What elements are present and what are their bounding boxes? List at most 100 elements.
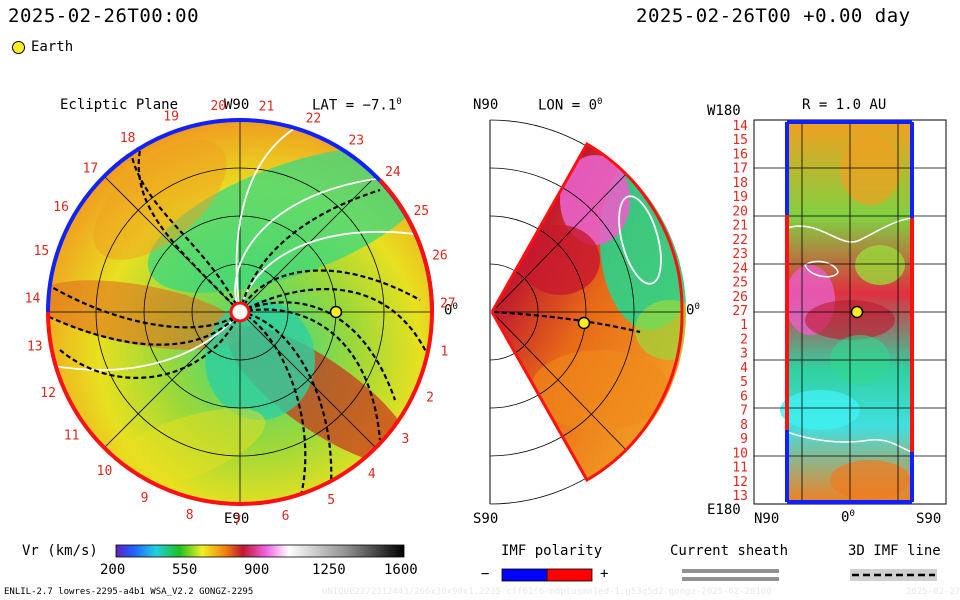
current-sheath-swatch (682, 569, 779, 581)
colorbar-tick-1250: 1250 (312, 562, 346, 578)
earth-legend-icon (12, 41, 25, 54)
imf-polarity-minus: − (481, 566, 490, 582)
ecliptic-right-label: 00 (444, 302, 458, 319)
ecliptic-disk (46, 118, 435, 506)
sphere-row-tick-label: 14 (732, 119, 748, 134)
carrington-tick-label: 2 (426, 391, 434, 406)
carrington-tick-label: 3 (401, 432, 409, 447)
meridional-right-label: 00 (686, 302, 700, 319)
colorbar-tick-550: 550 (172, 562, 198, 578)
ecliptic-top-label: W90 (224, 97, 250, 113)
sphere-row-tick-label: 12 (732, 475, 748, 490)
sphere-row-tick-label: 27 (732, 304, 748, 319)
meridional-right-value: 0 (686, 302, 695, 319)
imf-line-swatch (850, 569, 937, 581)
sphere-row-tick-label: 20 (732, 204, 748, 219)
imf-polarity-bar (501, 568, 593, 582)
carrington-tick-label: 16 (53, 200, 69, 215)
carrington-tick-label: 11 (64, 428, 80, 443)
velocity-colorbar (115, 544, 405, 558)
meridional-title: LON = 00 (538, 97, 602, 114)
sphere-row-tick-label: 18 (732, 176, 748, 191)
sphere-x-left-label: N90 (754, 511, 780, 527)
sun-icon (229, 301, 251, 323)
sphere-row-tick-label: 22 (732, 233, 748, 248)
sphere-row-tick-label: 1 (740, 318, 748, 333)
colorbar-tick-200: 200 (100, 562, 126, 578)
sphere-row-tick-label: 24 (732, 261, 748, 276)
carrington-tick-label: 14 (25, 292, 41, 307)
carrington-tick-label: 24 (385, 165, 401, 180)
current-sheath-label: Current sheath (670, 543, 789, 559)
sphere-row-tick-label: 8 (740, 418, 748, 433)
footer-run-id: UNIQUE2272312443/266x30x90x1.2235-cff61f… (322, 587, 772, 597)
sphere-row-tick-label: 7 (740, 404, 748, 419)
carrington-tick-label: 5 (327, 493, 335, 508)
earth-legend-label: Earth (31, 39, 74, 55)
footer-model-info: ENLIL-2.7 lowres-2295-a4b1 WSA_V2.2 GONG… (4, 587, 254, 597)
sphere-row-tick-label: 21 (732, 219, 748, 234)
latitude-value: LAT = −7.1 (312, 97, 397, 114)
carrington-tick-label: 20 (210, 99, 226, 114)
sphere-row-tick-labels: 1415161718192021222324252627123456789101… (732, 119, 748, 504)
meridional-title-value: LON = 0 (538, 97, 598, 114)
carrington-tick-label: 26 (432, 249, 448, 264)
ecliptic-latitude-label: LAT = −7.10 (312, 97, 402, 114)
sphere-row-tick-label: 6 (740, 389, 748, 404)
carrington-tick-label: 4 (368, 467, 376, 482)
sphere-row-tick-label: 26 (732, 290, 748, 305)
meridional-plot (489, 119, 687, 505)
meridional-top-label: N90 (473, 97, 499, 113)
meridional-title-sup: 0 (597, 97, 603, 107)
ecliptic-right-value: 0 (444, 302, 453, 319)
carrington-tick-label: 12 (40, 386, 56, 401)
sphere-row-tick-label: 11 (732, 461, 748, 476)
earth-icon-meridional (577, 316, 591, 330)
carrington-tick-label: 13 (27, 340, 43, 355)
carrington-tick-label: 7 (234, 514, 242, 529)
sphere-row-tick-label: 10 (732, 446, 748, 461)
sphere-row-tick-label: 3 (740, 347, 748, 362)
sphere-title: R = 1.0 AU (802, 97, 887, 113)
ecliptic-title: Ecliptic Plane (60, 97, 179, 113)
carrington-tick-label: 9 (141, 491, 149, 506)
carrington-tick-label: 6 (282, 509, 290, 524)
sphere-row-tick-label: 13 (732, 489, 748, 504)
carrington-tick-label: 23 (348, 134, 364, 149)
imf-polarity-plus: + (600, 566, 609, 582)
latitude-sup: 0 (396, 97, 402, 107)
sphere-row-tick-label: 19 (732, 190, 748, 205)
sphere-row-tick-label: 17 (732, 162, 748, 177)
sphere-row-tick-label: 9 (740, 432, 748, 447)
sphere-x-mid-sup: 0 (849, 509, 855, 519)
sphere-row-tick-label: 5 (740, 375, 748, 390)
meridional-right-sup: 0 (694, 302, 700, 312)
sphere-x-mid-label: 00 (841, 509, 855, 526)
sphere-row-tick-label: 4 (740, 361, 748, 376)
carrington-tick-label: 19 (163, 110, 179, 125)
sphere-row-tick-label: 16 (732, 148, 748, 163)
carrington-tick-label: 25 (413, 204, 429, 219)
sphere-x-right-label: S90 (916, 511, 942, 527)
carrington-tick-label: 27 (440, 296, 456, 311)
colorbar-label: Vr (km/s) (22, 543, 98, 559)
timestamp-right: 2025-02-26T00 +0.00 day (636, 5, 911, 27)
carrington-tick-label: 8 (186, 508, 194, 523)
ecliptic-right-sup: 0 (452, 302, 458, 312)
colorbar-tick-1600: 1600 (384, 562, 418, 578)
carrington-tick-label: 15 (34, 244, 50, 259)
earth-icon-sphere (850, 305, 864, 319)
sphere-row-tick-label: 23 (732, 247, 748, 262)
meridional-bottom-label: S90 (473, 511, 499, 527)
sphere-row-tick-label: 2 (740, 333, 748, 348)
sphere-top-left-label: W180 (707, 103, 741, 119)
ecliptic-imf-lines (48, 120, 432, 501)
colorbar-tick-900: 900 (244, 562, 270, 578)
carrington-tick-label: 10 (97, 464, 113, 479)
sphere-bottom-left-label: E180 (707, 502, 741, 518)
carrington-tick-label: 18 (120, 131, 136, 146)
sphere-row-tick-label: 25 (732, 276, 748, 291)
ecliptic-bottom-label: E90 (224, 511, 250, 527)
carrington-tick-label: 17 (83, 162, 99, 177)
